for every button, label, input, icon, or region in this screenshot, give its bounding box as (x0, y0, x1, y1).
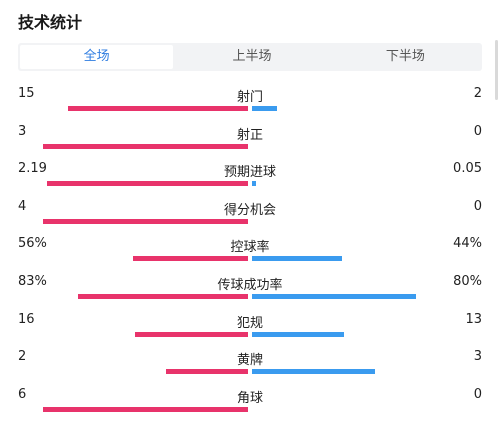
home-bar (166, 369, 248, 375)
home-value: 2.19 (18, 161, 47, 177)
home-bar (135, 331, 248, 337)
stat-label: 预期进球 (223, 165, 276, 181)
away-value: 0 (473, 123, 482, 139)
stat-label: 传球成功率 (217, 277, 283, 293)
away-bar (252, 369, 375, 375)
home-bar (78, 293, 248, 299)
stat-row: 4 得分机会 0 (0, 193, 500, 231)
away-value: 44% (453, 236, 482, 252)
home-value: 4 (18, 198, 27, 214)
away-bar (252, 106, 277, 111)
home-bar (68, 106, 248, 111)
away-value: 0 (473, 198, 482, 214)
home-bar (133, 256, 248, 262)
stat-label: 角球 (236, 390, 263, 406)
away-bar (252, 256, 342, 262)
page-title: 技术统计 (18, 13, 83, 32)
away-bar (252, 331, 344, 337)
stat-label: 得分机会 (223, 202, 276, 218)
away-value: 0 (473, 386, 482, 402)
scrollbar[interactable] (495, 40, 498, 100)
stat-label: 犯规 (236, 315, 263, 331)
away-bar (252, 293, 416, 299)
away-value: 13 (465, 311, 482, 327)
home-value: 2 (18, 349, 27, 365)
period-tabs: 全场 上半场 下半场 (18, 43, 482, 71)
stat-row: 83% 传球成功率 80% (0, 268, 500, 306)
away-bar (252, 181, 256, 187)
tab-second-half[interactable]: 下半场 (385, 49, 425, 64)
stat-row: 56% 控球率 44% (0, 230, 500, 268)
home-value: 83% (18, 273, 47, 289)
stat-label: 黄牌 (236, 353, 263, 369)
stat-row: 2 黄牌 3 (0, 343, 500, 381)
away-value: 80% (453, 273, 482, 289)
tab-first-half[interactable]: 上半场 (232, 49, 272, 64)
home-bar (43, 143, 248, 149)
tab-full-match[interactable]: 全场 (20, 45, 174, 69)
home-value: 56% (18, 236, 47, 252)
stat-row: 3 射正 0 (0, 118, 500, 156)
home-value: 6 (18, 386, 27, 402)
home-value: 15 (18, 86, 35, 101)
stat-row: 2.19 预期进球 0.05 (0, 155, 500, 193)
away-value: 2 (473, 86, 482, 101)
stats-list: 15 射门 2 3 射正 0 2.19 预期进球 0.05 4 得分机会 0 56% 控球率 44% 83% 传… (0, 80, 500, 418)
stat-row: 16 犯规 13 (0, 306, 500, 344)
home-bar (43, 218, 248, 224)
home-bar (47, 181, 248, 187)
stat-row: 15 射门 2 (0, 80, 500, 118)
stat-label: 控球率 (230, 240, 270, 256)
home-value: 16 (18, 311, 35, 327)
stat-label: 射门 (236, 90, 263, 105)
away-value: 3 (473, 349, 482, 365)
home-value: 3 (18, 123, 27, 139)
away-value: 0.05 (453, 161, 482, 177)
stat-row: 6 角球 0 (0, 381, 500, 419)
home-bar (43, 406, 248, 412)
stat-label: 射正 (236, 127, 263, 143)
